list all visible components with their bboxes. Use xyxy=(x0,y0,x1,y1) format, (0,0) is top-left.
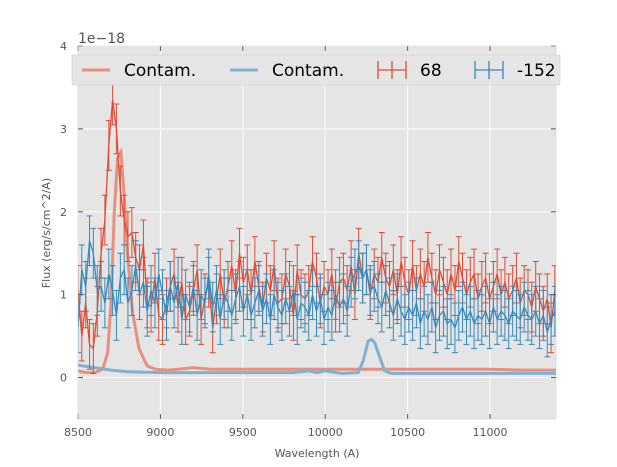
data-line xyxy=(78,240,556,335)
x-tick-label: 9500 xyxy=(229,426,257,439)
x-tick-label: 10500 xyxy=(390,426,425,439)
legend-label: 68 xyxy=(420,61,442,81)
series-layer xyxy=(78,74,556,375)
y-tick-label: 4 xyxy=(60,40,67,53)
series-3 xyxy=(78,215,556,358)
series-0 xyxy=(78,147,556,375)
y-axis-label: Flux (erg/s/cm^2/A) xyxy=(40,178,53,288)
legend-label: Contam. xyxy=(272,61,344,81)
contam-line xyxy=(78,337,556,375)
y-tick-label: 2 xyxy=(60,206,67,219)
x-tick-label: 10000 xyxy=(308,426,343,439)
x-tick-label: 8500 xyxy=(64,426,92,439)
contam-line xyxy=(78,147,556,375)
y-tick-label: 3 xyxy=(60,123,67,136)
x-tick-label: 9000 xyxy=(146,426,174,439)
plot-background xyxy=(78,46,556,419)
axes-frame xyxy=(77,45,557,420)
y-offset-text: 1e−18 xyxy=(78,31,125,47)
ticks: 8500 9000 9500 10000 10500 11000 0 1 2 3 4 xyxy=(60,40,557,439)
series-1 xyxy=(78,337,556,375)
legend-label: -152 xyxy=(517,61,556,81)
data-line xyxy=(78,99,556,350)
x-tick-label: 11000 xyxy=(473,426,508,439)
y-tick-label: 1 xyxy=(60,289,67,302)
legend: Contam. Contam. 68 -152 xyxy=(71,54,561,86)
x-axis-label: Wavelength (A) xyxy=(275,447,360,460)
legend-label: Contam. xyxy=(124,61,196,81)
y-tick-label: 0 xyxy=(60,372,67,385)
